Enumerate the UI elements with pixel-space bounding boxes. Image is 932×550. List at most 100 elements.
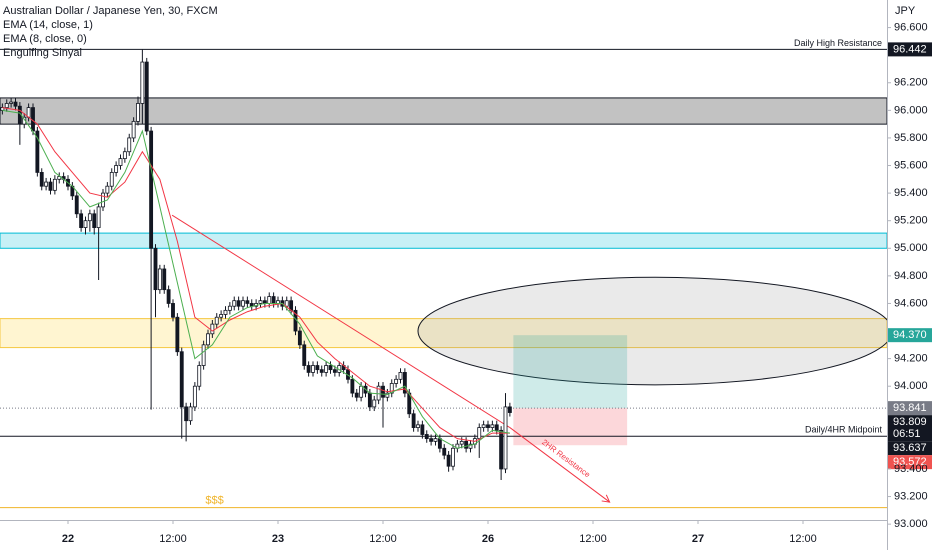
candle-body [101,192,105,208]
price-badge [888,455,932,470]
price-badge-label: 93.809 [893,416,927,428]
x-tick-label: 12:00 [369,533,397,545]
candle-body [464,440,469,449]
y-tick-label: 94.000 [894,380,928,392]
candle-body [446,454,451,467]
candle-body [499,429,504,470]
candle-body [324,365,329,373]
candle-body [9,101,14,104]
candle-body [494,424,499,431]
candle-body [136,103,140,122]
price-badge [888,401,932,416]
candle-body [44,181,49,187]
candle-body [389,383,394,394]
ellipse-drawing [417,276,887,386]
candle-body [4,103,9,108]
candle-body [201,344,206,366]
candle-body [131,120,136,139]
candle-body [481,424,486,428]
candle-body [302,344,307,366]
candle-body [267,296,272,304]
candle-body [442,447,447,456]
candle-body [297,330,302,346]
y-tick-label: 93.200 [894,490,928,502]
candle-body [192,385,197,408]
candle-body [258,300,263,304]
candle-body [105,185,110,194]
candle-body [83,220,88,228]
y-tick-label: 95.200 [894,215,928,227]
price-badge [888,328,932,343]
candle-body [503,406,508,470]
candle-body [372,399,377,408]
price-badge-label: 93.572 [893,456,927,468]
candle-body [87,213,92,222]
candle-body [153,247,158,291]
price-badge [888,42,932,57]
ema-line [2,107,510,442]
candle-body [486,424,490,428]
candle-body [433,438,438,442]
candle-body [92,213,97,228]
y-tick-label: 93.000 [894,518,928,530]
note-label: $$$ [205,495,223,507]
candle-body [149,130,154,249]
candle-body [162,268,167,291]
y-tick-label: 95.000 [894,242,928,254]
candle-body [79,213,84,228]
y-tick-label: 96.600 [894,21,928,33]
x-tick-label: 12:00 [579,533,607,545]
candle-body [127,137,132,153]
candle-body [394,378,399,384]
y-tick-label: 94.800 [894,270,928,282]
zone [0,318,887,349]
y-tick-label: 95.400 [894,187,928,199]
indicator-label: EMA (8, close, 0) [3,33,87,45]
candle-body [184,406,189,422]
candle-body [236,300,241,307]
x-tick-label: 23 [272,533,284,545]
candle-body [227,305,232,311]
candle-body [451,447,455,467]
price-badge-label: 93.637 [893,442,927,454]
trendline [171,214,511,429]
x-tick-label: 27 [692,533,704,545]
candle-body [179,351,184,408]
candle-body [350,378,355,394]
x-tick-label: 12:00 [159,533,187,545]
candle-body [437,438,442,449]
ema-line [2,109,510,449]
x-tick-label: 12:00 [789,533,817,545]
candle-body [319,369,324,373]
candle-body [140,61,145,104]
price-badge-label: 93.841 [893,402,927,414]
countdown-label: 06:51 [893,428,921,440]
candle-body [144,61,149,132]
candle-body [477,427,482,440]
candle-body [315,365,320,371]
y-tick-label: 94.600 [894,297,928,309]
candle-body [214,316,219,325]
candle-body [306,365,311,373]
candle-body [197,365,202,387]
candle-body [359,385,364,398]
level-label: Daily High Resistance [794,38,882,48]
y-tick-label: 95.600 [894,159,928,171]
candle-body [271,296,276,304]
candle-body [157,268,162,291]
candle-body [175,316,180,353]
price-badge-label: 96.442 [893,43,927,55]
candle-body [381,385,385,398]
plot-area: Daily High Resistance Daily/4HR Midpoint $… [0,38,887,509]
symbol-title: Australian Dollar / Japanese Yen, 30, FX… [3,5,218,17]
y-tick-label: 94.200 [894,353,928,365]
candle-body [35,130,40,173]
zone [0,97,887,125]
candle-body [118,158,123,166]
candle-body [332,369,337,373]
candle-body [96,206,101,228]
candle-body [171,303,175,318]
